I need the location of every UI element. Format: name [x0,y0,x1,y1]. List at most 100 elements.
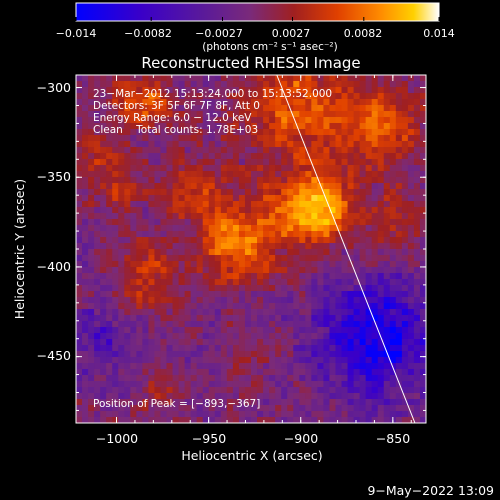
heatmap-cell [257,345,264,352]
heatmap-cell [263,87,270,94]
heatmap-cell [106,339,113,346]
y-tick-label-2: −400 [37,259,71,274]
heatmap-cell [214,351,222,358]
heatmap-cell [395,399,403,406]
heatmap-cell [238,399,246,406]
heatmap-cell [377,387,385,394]
heatmap-cell [100,219,107,226]
heatmap-cell [335,393,343,400]
heatmap-cell [371,405,379,412]
heatmap-cell [214,309,222,316]
heatmap-cell [238,213,246,220]
heatmap-cell [214,177,222,184]
heatmap-cell [226,105,234,112]
heatmap-cell [365,129,373,136]
heatmap-cell [130,159,137,166]
heatmap-cell [251,237,258,244]
heatmap-cell [413,219,421,226]
heatmap-cell [329,93,337,100]
heatmap-cell [76,381,83,388]
heatmap-cell [383,123,391,130]
heatmap-cell [232,267,240,274]
heatmap-cell [76,405,83,412]
heatmap-cell [293,81,300,88]
heatmap-cell [178,339,186,346]
heatmap-cell [407,393,415,400]
footer-timestamp: 9−May−2022 13:09 [367,483,494,498]
heatmap-cell [281,129,288,136]
heatmap-cell [214,369,222,376]
heatmap-cell [305,399,312,406]
heatmap-cell [383,111,391,118]
heatmap-cell [136,309,143,316]
heatmap-cell [238,309,246,316]
heatmap-cell [317,285,325,292]
heatmap-cell [166,195,174,202]
heatmap-cell [136,357,143,364]
heatmap-cell [202,111,210,118]
heatmap-cell [106,159,113,166]
heatmap-cell [383,159,391,166]
heatmap-cell [244,243,252,250]
heatmap-cell [383,93,391,100]
heatmap-cell [383,393,391,400]
heatmap-cell [190,111,198,118]
heatmap-cell [263,243,270,250]
heatmap-cell [413,135,421,142]
heatmap-cell [118,183,125,190]
heatmap-cell [220,255,228,262]
heatmap-cell [395,183,403,190]
heatmap-cell [329,219,337,226]
heatmap-cell [359,183,367,190]
heatmap-cell [299,123,306,130]
heatmap-cell [88,357,95,364]
heatmap-cell [317,129,325,136]
heatmap-cell [208,375,216,382]
heatmap-cell [353,399,361,406]
heatmap-cell [196,225,204,232]
heatmap-cell [365,261,373,268]
heatmap-cell [311,369,318,376]
heatmap-cell [377,327,385,334]
heatmap-cell [166,87,174,94]
heatmap-cell [287,273,294,280]
heatmap-cell [407,327,415,334]
heatmap-cell [220,381,228,388]
heatmap-cell [136,123,143,130]
heatmap-cell [281,405,288,412]
heatmap-cell [395,411,403,418]
heatmap-cell [401,171,409,178]
heatmap-cell [130,351,137,358]
heatmap-cell [244,393,252,400]
heatmap-cell [383,99,391,106]
heatmap-cell [244,129,252,136]
heatmap-cell [166,105,174,112]
heatmap-cell [257,285,264,292]
heatmap-cell [202,153,210,160]
heatmap-cell [317,321,325,328]
heatmap-cell [82,279,89,286]
heatmap-cell [299,195,306,202]
heatmap-cell [112,381,119,388]
heatmap-cell [184,363,192,370]
heatmap-cell [251,327,258,334]
heatmap-cell [293,159,300,166]
heatmap-cell [317,261,325,268]
heatmap-cell [244,381,252,388]
heatmap-cell [190,363,198,370]
heatmap-cell [251,309,258,316]
heatmap-cell [184,129,192,136]
heatmap-cell [323,273,331,280]
heatmap-cell [202,249,210,256]
heatmap-cell [130,135,137,142]
heatmap-cell [100,255,107,262]
heatmap-cell [347,99,355,106]
heatmap-cell [214,225,222,232]
heatmap-cell [172,267,180,274]
heatmap-cell [100,87,107,94]
heatmap-cell [232,363,240,370]
heatmap-cell [311,135,318,142]
heatmap-cell [389,357,397,364]
heatmap-cell [377,279,385,286]
heatmap-cell [395,285,403,292]
